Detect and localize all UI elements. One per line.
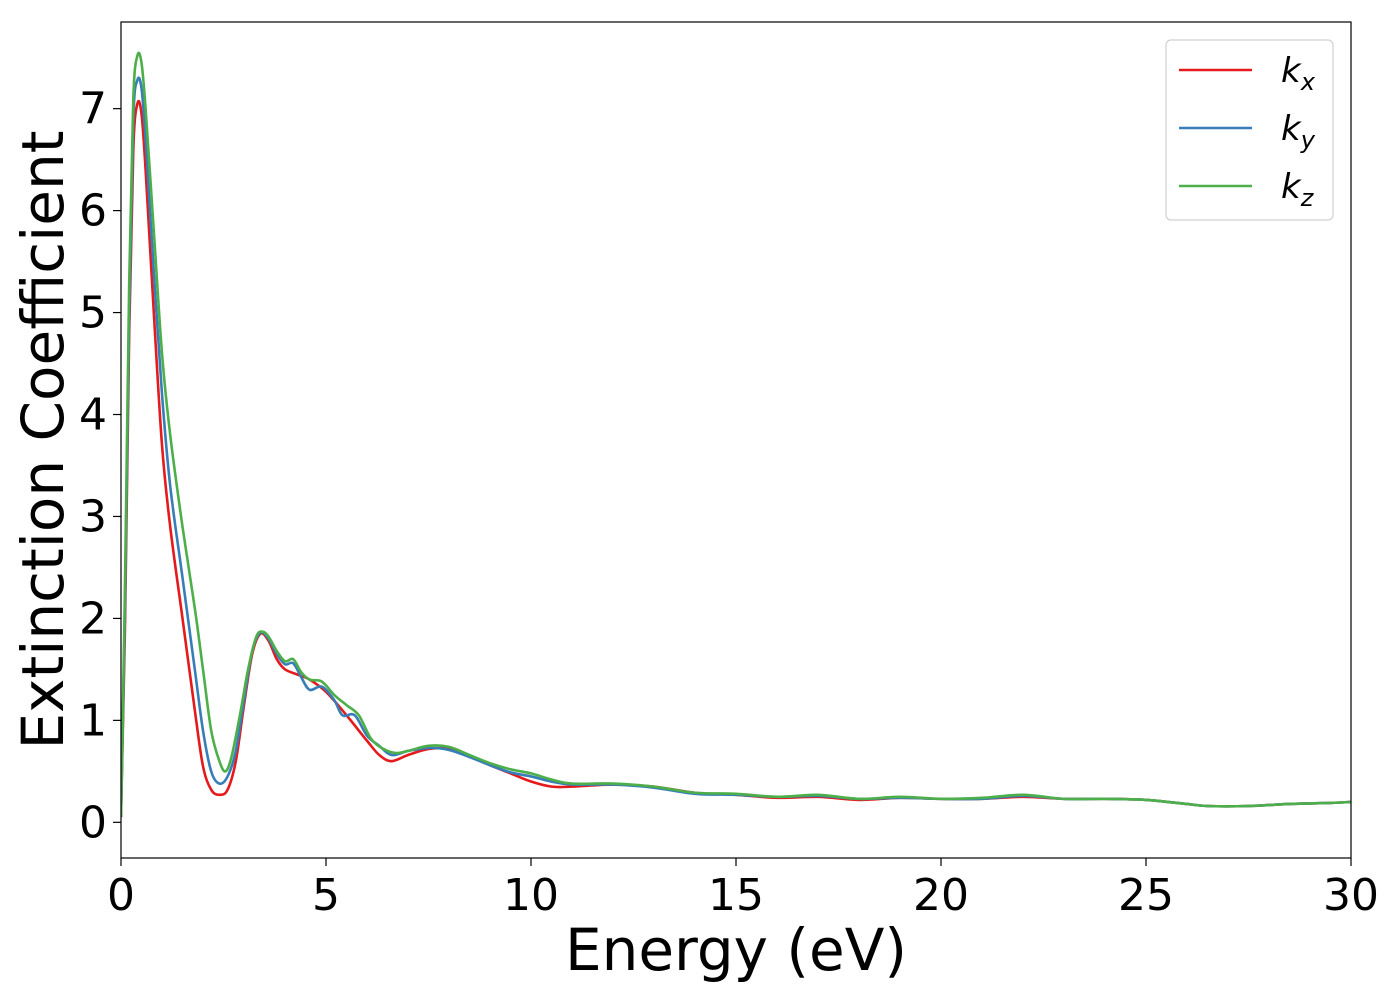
x-axis-label: Energy (eV) [565, 916, 907, 984]
x-tick-label: 25 [1118, 870, 1174, 921]
x-tick-label: 5 [312, 870, 340, 921]
legend-label: kx [1281, 51, 1316, 96]
y-tick-label: 2 [79, 593, 107, 644]
x-tick-label: 0 [107, 870, 135, 921]
y-axis-ticks: 0 1 2 3 4 5 6 7 [79, 84, 121, 848]
legend-box [1165, 39, 1334, 221]
y-tick-label: 5 [79, 288, 107, 339]
y-tick-label: 4 [79, 390, 107, 441]
y-tick-label: 3 [79, 491, 107, 542]
legend: kx ky kz [1165, 39, 1334, 221]
series-line-k-z [121, 51, 1351, 818]
x-tick-label: 10 [503, 870, 559, 921]
y-tick-label: 6 [79, 186, 107, 237]
y-tick-label: 1 [79, 695, 107, 746]
y-tick-label: 0 [79, 797, 107, 848]
legend-label: kz [1281, 167, 1315, 212]
y-tick-label: 7 [79, 84, 107, 135]
y-axis-label: Extinction Coefficient [9, 131, 77, 750]
x-tick-label: 15 [708, 870, 764, 921]
x-axis-ticks: 0 5 10 15 20 25 30 [107, 858, 1379, 921]
x-tick-label: 30 [1323, 870, 1379, 921]
series-layer [121, 51, 1351, 818]
legend-label: ky [1281, 109, 1316, 154]
x-tick-label: 20 [913, 870, 969, 921]
